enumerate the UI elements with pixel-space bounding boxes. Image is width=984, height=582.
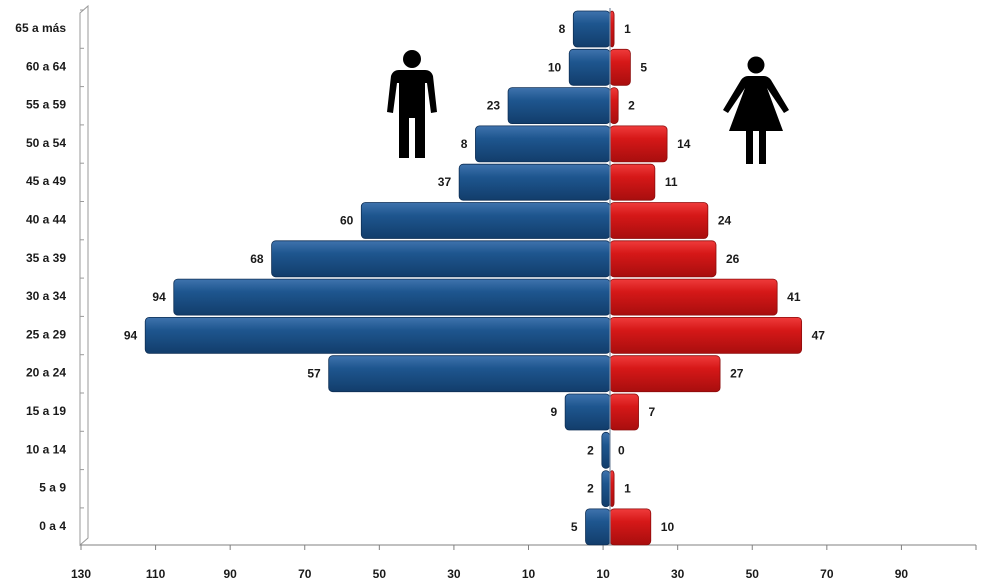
bar-men — [271, 240, 611, 278]
male-figure-icon — [387, 50, 437, 158]
x-axis-ticks: 130 110 90 70 50 30 10 10 30 50 70 90 — [71, 545, 977, 581]
value-label-men: 60 — [340, 214, 354, 228]
value-label-women: 1 — [624, 482, 631, 496]
value-label-men: 37 — [438, 175, 452, 189]
x-tick-label: 90 — [895, 567, 909, 581]
bar-men — [328, 355, 611, 393]
bar-women — [609, 393, 639, 431]
bar-men — [564, 393, 611, 431]
value-label-men: 2 — [587, 482, 594, 496]
category-label: 65 a más — [15, 21, 66, 35]
bar-men — [475, 125, 611, 163]
x-tick-label: 50 — [746, 567, 760, 581]
bars — [144, 10, 803, 546]
bar-men — [601, 470, 611, 508]
category-label: 10 a 14 — [26, 442, 66, 456]
category-label: 40 a 44 — [26, 213, 66, 227]
category-label: 55 a 59 — [26, 98, 66, 112]
value-label-women: 10 — [661, 520, 675, 534]
value-label-men: 10 — [548, 60, 562, 74]
x-tick-label: 130 — [71, 567, 91, 581]
value-label-women: 2 — [628, 99, 635, 113]
category-label: 30 a 34 — [26, 289, 66, 303]
value-label-men: 94 — [124, 328, 138, 342]
bar-men — [507, 87, 611, 124]
bar-women — [609, 87, 619, 124]
value-label-women: 41 — [787, 290, 801, 304]
x-tick-label: 10 — [596, 567, 610, 581]
y-axis-wall — [79, 4, 89, 547]
category-label: 0 a 4 — [39, 519, 66, 533]
value-label-men: 57 — [307, 367, 321, 381]
x-tick-label: 70 — [298, 567, 312, 581]
y-axis-labels: 65 a más 60 a 64 55 a 59 50 a 54 45 a 49 40 a… — [15, 9, 84, 533]
bar-women — [609, 240, 717, 278]
bar-men — [585, 508, 611, 546]
bar-men — [173, 278, 611, 316]
x-tick-label: 10 — [522, 567, 536, 581]
value-label-men: 8 — [461, 137, 468, 151]
value-label-men: 5 — [571, 520, 578, 534]
value-label-men: 94 — [152, 290, 166, 304]
category-label: 5 a 9 — [39, 481, 66, 495]
x-tick-label: 30 — [671, 567, 685, 581]
value-label-women: 0 — [618, 443, 625, 457]
bar-men — [568, 48, 611, 86]
x-tick-label: 70 — [820, 567, 834, 581]
category-label: 25 a 29 — [26, 327, 66, 341]
x-tick-label: 50 — [373, 567, 387, 581]
bar-men — [360, 202, 611, 239]
value-label-women: 5 — [640, 60, 647, 74]
bar-women — [609, 10, 615, 48]
bar-women — [609, 163, 656, 201]
x-tick-label: 110 — [146, 567, 166, 581]
value-label-women: 14 — [677, 137, 691, 151]
bar-women — [609, 470, 615, 508]
value-label-women: 24 — [718, 214, 732, 228]
category-label: 50 a 54 — [26, 136, 66, 150]
value-label-men: 2 — [587, 443, 594, 457]
bar-men — [144, 316, 611, 354]
value-label-women: 26 — [726, 252, 740, 266]
bar-women — [609, 278, 778, 316]
bar-men — [458, 163, 611, 201]
category-label: 15 a 19 — [26, 404, 66, 418]
bar-men — [572, 10, 611, 48]
bar-women — [609, 48, 631, 86]
category-label: 45 a 49 — [26, 174, 66, 188]
value-label-women: 7 — [649, 405, 656, 419]
x-tick-label: 90 — [223, 567, 237, 581]
category-label: 60 a 64 — [26, 59, 66, 73]
bar-women — [609, 316, 803, 354]
bar-men — [601, 431, 611, 469]
value-label-women: 11 — [665, 175, 678, 189]
bar-women — [609, 355, 721, 393]
x-tick-label: 30 — [447, 567, 461, 581]
value-label-women: 27 — [730, 367, 744, 381]
female-figure-icon — [723, 56, 789, 164]
bar-women — [609, 125, 668, 163]
value-label-men: 23 — [487, 99, 501, 113]
bar-women — [609, 508, 652, 546]
category-label: 35 a 39 — [26, 251, 66, 265]
data-labels: 8 1 10 5 23 2 8 14 37 11 60 24 68 26 94 41 94 47 57 27 9 7 2 0 2… — [124, 22, 825, 534]
value-label-men: 9 — [550, 405, 557, 419]
value-label-men: 8 — [559, 22, 566, 36]
bar-women — [609, 202, 709, 239]
category-label: 20 a 24 — [26, 366, 66, 380]
value-label-women: 47 — [812, 328, 826, 342]
value-label-men: 68 — [250, 252, 264, 266]
value-label-women: 1 — [624, 22, 631, 36]
